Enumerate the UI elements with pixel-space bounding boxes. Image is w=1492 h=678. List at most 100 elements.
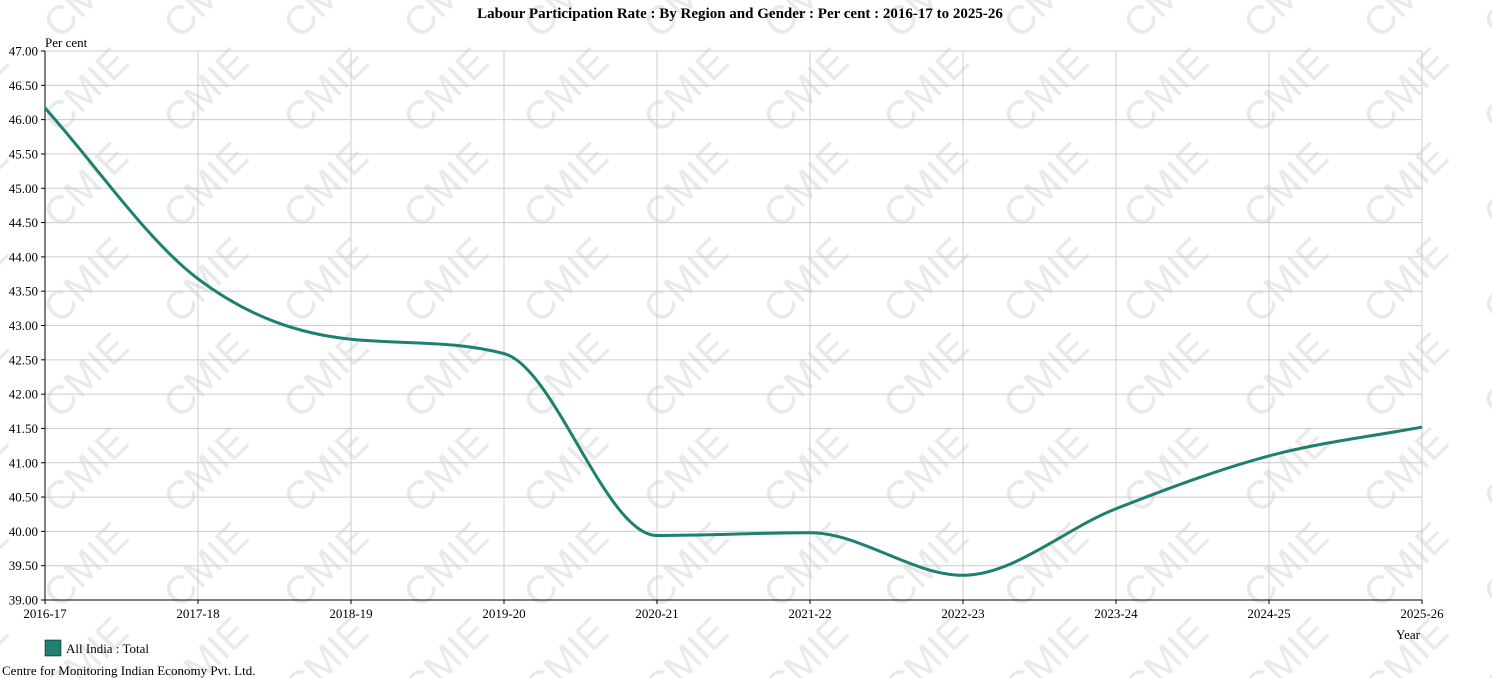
watermark-text: CMIE <box>1355 135 1457 237</box>
y-tick-label: 40.50 <box>9 490 38 505</box>
data-point[interactable] <box>804 527 816 539</box>
watermark-text: CMIE <box>155 420 257 522</box>
watermark-text: CMIE <box>155 0 257 46</box>
watermark-text: CMIE <box>1115 420 1217 522</box>
axes: 39.00 39.50 40.00 40.50 41.00 41.50 42.00 42.50… <box>9 44 1444 622</box>
watermark-text: CMIE <box>1475 420 1492 522</box>
watermark-text: CMIE <box>515 40 617 142</box>
watermark-text: CMIE <box>395 325 497 427</box>
watermark-text: CMIE <box>155 40 257 142</box>
watermark-text: CMIE <box>515 420 617 522</box>
y-axis-label: Per cent <box>45 35 88 50</box>
x-tick-label: 2020-21 <box>635 606 678 621</box>
legend-label[interactable]: All India : Total <box>66 641 149 656</box>
watermark-text: CMIE <box>875 230 977 332</box>
watermark-text: CMIE <box>1475 325 1492 427</box>
watermark-text: CMIE <box>395 230 497 332</box>
watermark-text: CMIE <box>515 230 617 332</box>
data-point[interactable] <box>651 529 663 541</box>
watermark-text: CMIE <box>395 420 497 522</box>
watermark-text: CMIE <box>1235 325 1337 427</box>
y-tick-label: 46.00 <box>9 112 38 127</box>
watermark-text: CMIE <box>515 325 617 427</box>
x-tick-label: 2016-17 <box>23 606 67 621</box>
watermark-text: CMIE <box>35 40 137 142</box>
watermark-text: CMIE <box>1475 230 1492 332</box>
y-tick-label: 42.50 <box>9 352 38 367</box>
watermark-text: CMIE <box>1115 325 1217 427</box>
legend-swatch[interactable] <box>44 639 62 657</box>
watermark-text: CMIE <box>1355 0 1457 46</box>
x-tick-label: 2018-19 <box>329 606 372 621</box>
watermark-text: CMIE <box>1355 230 1457 332</box>
x-axis-label: Year <box>1396 627 1421 642</box>
watermark-text: CMIE <box>1115 0 1217 46</box>
watermark-text: CMIE <box>1475 515 1492 617</box>
watermark-text: CMIE <box>995 610 1097 678</box>
watermark-text: CMIE <box>515 610 617 678</box>
watermark-text: CMIE <box>0 230 17 332</box>
y-tick-label: 43.50 <box>9 284 38 299</box>
series-line[interactable] <box>43 106 1423 577</box>
watermark-text: CMIE <box>275 135 377 237</box>
watermark-text: CMIE <box>1235 230 1337 332</box>
watermark-text: CMIE <box>35 325 137 427</box>
data-point[interactable] <box>498 348 510 360</box>
series-layer <box>39 102 1428 581</box>
watermark-text: CMIE <box>875 40 977 142</box>
watermark-text: CMIE <box>635 420 737 522</box>
data-point[interactable] <box>1263 450 1275 462</box>
watermark-text: CMIE <box>35 230 137 332</box>
data-point[interactable] <box>1416 421 1428 433</box>
watermark-text: CMIE <box>1115 230 1217 332</box>
legend[interactable]: All India : Total <box>44 639 149 657</box>
data-point[interactable] <box>957 569 969 581</box>
x-tick-label: 2021-22 <box>788 606 831 621</box>
watermark-text: CMIE <box>1235 135 1337 237</box>
data-point[interactable] <box>39 102 51 114</box>
watermark-text: CMIE <box>275 40 377 142</box>
watermark-text: CMIE <box>995 420 1097 522</box>
x-tick-label: 2022-23 <box>941 606 984 621</box>
watermark-text: CMIE <box>1355 40 1457 142</box>
x-tick-label: 2024-25 <box>1247 606 1290 621</box>
watermark-text: CMIE <box>635 325 737 427</box>
watermark-text: CMIE <box>155 230 257 332</box>
watermark-text: CMIE <box>995 0 1097 46</box>
watermark-text: CMIE <box>635 135 737 237</box>
y-tick-label: 47.00 <box>9 44 38 59</box>
watermark-text: CMIE <box>1115 135 1217 237</box>
watermark-text: CMIE <box>995 40 1097 142</box>
y-tick-label: 44.00 <box>9 249 38 264</box>
watermark-text: CMIE <box>755 40 857 142</box>
watermark-text: CMIE <box>635 40 737 142</box>
gridlines <box>44 50 1423 601</box>
y-tick-label: 46.50 <box>9 78 38 93</box>
watermark-text: CMIE <box>1235 420 1337 522</box>
watermark-text: CMIE <box>875 325 977 427</box>
y-tick-label: 45.50 <box>9 146 38 161</box>
watermark-text: CMIE <box>35 135 137 237</box>
watermark-text: CMIE <box>875 420 977 522</box>
watermark-text: CMIE <box>635 230 737 332</box>
watermark-text: CMIE <box>755 230 857 332</box>
watermark-text: CMIE <box>1475 0 1492 46</box>
watermark-text: CMIE <box>1355 325 1457 427</box>
watermark-text: CMIE <box>35 420 137 522</box>
data-point[interactable] <box>1110 503 1122 515</box>
watermark-text: CMIE <box>1235 40 1337 142</box>
data-point[interactable] <box>192 273 204 285</box>
y-tick-label: 42.00 <box>9 387 38 402</box>
y-tick-label: 39.00 <box>9 593 38 608</box>
watermark-text: CMIE <box>395 135 497 237</box>
x-tick-label: 2023-24 <box>1094 606 1138 621</box>
data-point[interactable] <box>345 333 357 345</box>
watermark-text: CMIE <box>0 325 17 427</box>
watermark-text: CMIE <box>755 420 857 522</box>
watermark-text: CMIE <box>995 135 1097 237</box>
watermark-text: CMIE <box>875 135 977 237</box>
watermark-text: CMIE <box>0 0 17 46</box>
watermark-text: CMIE <box>155 135 257 237</box>
watermark-text: CMIE <box>275 420 377 522</box>
